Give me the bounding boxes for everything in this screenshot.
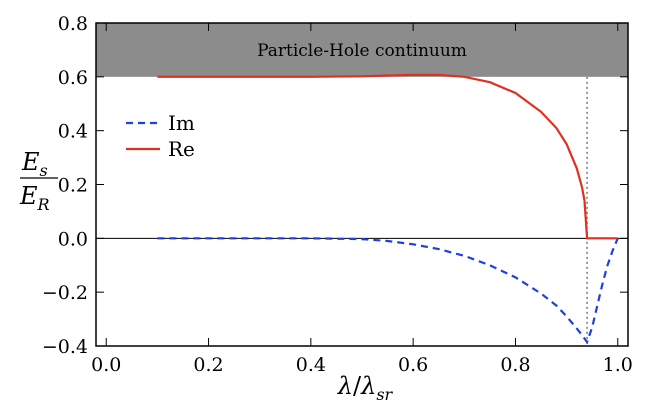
y-tick-label: 0.6 <box>58 67 88 89</box>
ticks-group: 0.0 0.2 0.4 0.6 0.8 1.0 −0.4 −0.2 0.0 0.2 0.4 0.6 0.… <box>42 13 633 376</box>
continuum-band-group: Particle-Hole continuum <box>96 23 628 77</box>
x-tick-label: 0.0 <box>91 354 121 376</box>
series-line-im <box>157 237 619 345</box>
y-tick-label: 0.0 <box>58 228 88 250</box>
legend-label-im: Im <box>168 111 195 135</box>
y-tick-label: −0.2 <box>42 282 88 304</box>
y-label-numerator: Es <box>21 148 48 180</box>
y-tick-label: −0.4 <box>42 336 88 358</box>
y-label-denominator: ER <box>19 182 50 214</box>
series-line-re <box>157 73 618 240</box>
x-axis-label: λ/λsr <box>337 372 394 404</box>
y-tick-label: 0.4 <box>58 121 88 143</box>
y-tick-label: 0.2 <box>58 175 88 197</box>
x-tick-label: 0.4 <box>296 354 326 376</box>
y-axis-label: Es ER <box>19 148 58 214</box>
legend: Im Re <box>126 111 195 161</box>
particle-hole-continuum-band <box>96 23 628 77</box>
x-tick-label: 0.2 <box>193 354 223 376</box>
x-tick-label: 0.6 <box>398 354 428 376</box>
y-tick-label: 0.8 <box>58 13 88 35</box>
band-label: Particle-Hole continuum <box>257 41 467 61</box>
x-tick-label: 0.8 <box>500 354 530 376</box>
x-tick-label: 1.0 <box>603 354 633 376</box>
legend-label-re: Re <box>168 137 195 161</box>
series-group <box>157 73 619 345</box>
